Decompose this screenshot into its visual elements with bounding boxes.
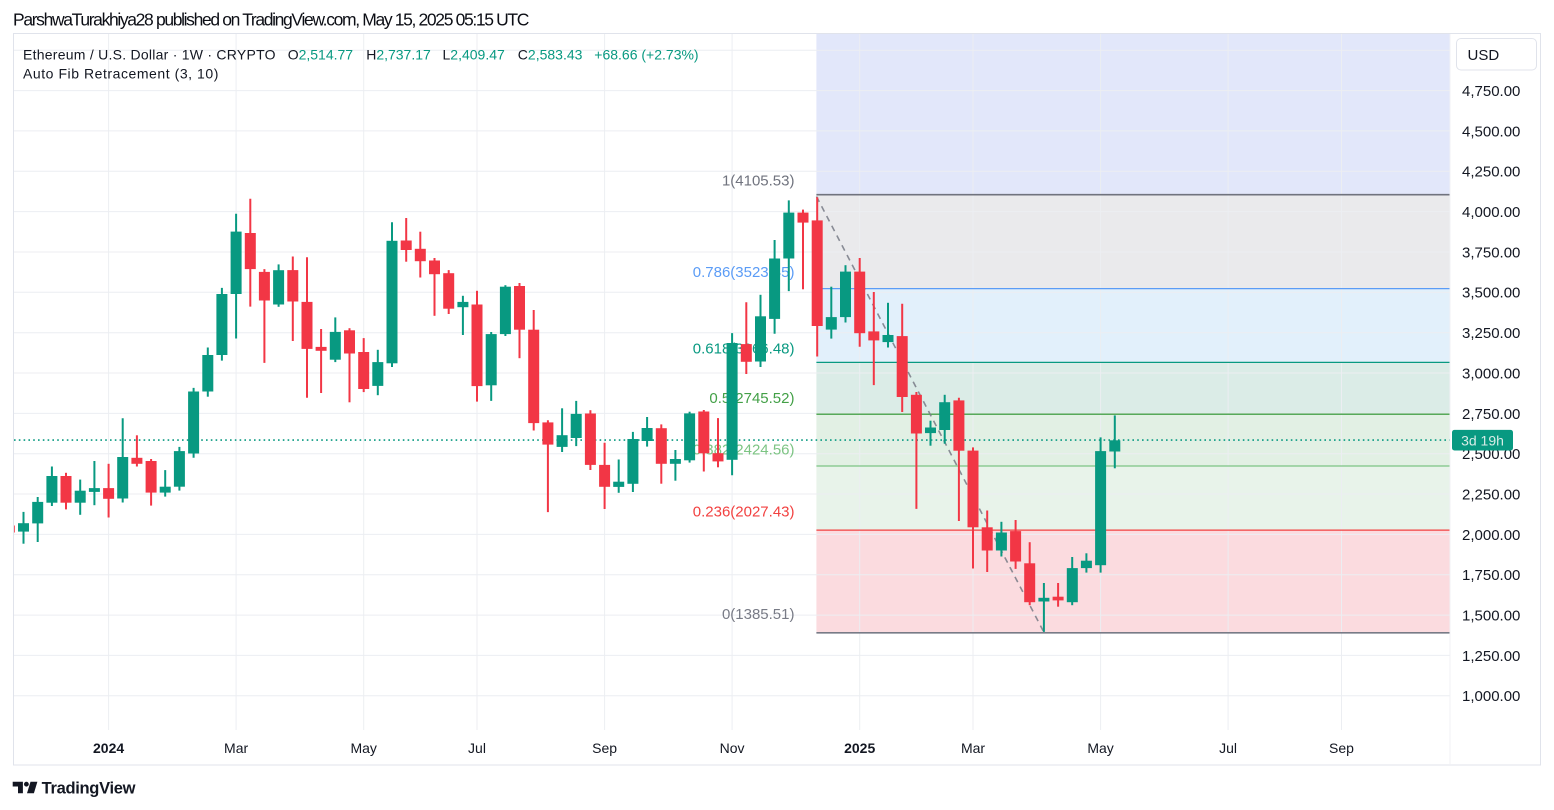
svg-text:O2,514.77: O2,514.77 — [288, 47, 354, 63]
svg-text:3d 19h: 3d 19h — [1461, 432, 1504, 448]
svg-text:L2,409.47: L2,409.47 — [443, 47, 506, 63]
svg-text:1(4105.53): 1(4105.53) — [722, 173, 795, 190]
svg-text:Jul: Jul — [1219, 740, 1237, 756]
svg-text:TradingView: TradingView — [42, 779, 136, 797]
svg-text:2,250.00: 2,250.00 — [1462, 486, 1520, 503]
svg-text:May: May — [350, 740, 376, 756]
svg-text:2,750.00: 2,750.00 — [1462, 406, 1520, 423]
svg-text:3,750.00: 3,750.00 — [1462, 244, 1520, 261]
svg-text:Mar: Mar — [224, 740, 248, 756]
svg-text:1,500.00: 1,500.00 — [1462, 608, 1520, 625]
svg-text:2,000.00: 2,000.00 — [1462, 527, 1520, 544]
svg-text:1,000.00: 1,000.00 — [1462, 688, 1520, 705]
svg-text:3,250.00: 3,250.00 — [1462, 325, 1520, 342]
svg-text:Ethereum / U.S. Dollar · 1W ·: Ethereum / U.S. Dollar · 1W · CRYPTO — [23, 47, 276, 63]
svg-text:USD: USD — [1468, 47, 1500, 64]
svg-text:4,750.00: 4,750.00 — [1462, 83, 1520, 100]
svg-text:0(1385.51): 0(1385.51) — [722, 606, 795, 623]
svg-text:Jul: Jul — [468, 740, 486, 756]
svg-text:3,000.00: 3,000.00 — [1462, 365, 1520, 382]
svg-text:Sep: Sep — [592, 740, 617, 756]
svg-text:0.236(2027.43): 0.236(2027.43) — [693, 504, 795, 521]
svg-text:Auto Fib Retracement (3, 10): Auto Fib Retracement (3, 10) — [23, 66, 219, 82]
svg-text:2025: 2025 — [844, 740, 875, 756]
svg-text:Nov: Nov — [720, 740, 745, 756]
svg-text:3,500.00: 3,500.00 — [1462, 285, 1520, 302]
svg-text:C2,583.43: C2,583.43 — [518, 47, 583, 63]
svg-text:4,500.00: 4,500.00 — [1462, 123, 1520, 140]
svg-text:H2,737.17: H2,737.17 — [366, 47, 431, 63]
svg-text:+68.66 (+2.73%): +68.66 (+2.73%) — [594, 47, 698, 63]
svg-text:ParshwaTurakhiya28 published o: ParshwaTurakhiya28 published on TradingV… — [13, 10, 529, 30]
svg-text:0.5(2745.52): 0.5(2745.52) — [709, 390, 794, 407]
svg-text:4,000.00: 4,000.00 — [1462, 204, 1520, 221]
svg-text:Mar: Mar — [961, 740, 985, 756]
svg-text:0.786(3523.45): 0.786(3523.45) — [693, 264, 795, 281]
svg-text:4,250.00: 4,250.00 — [1462, 164, 1520, 181]
svg-text:May: May — [1087, 740, 1113, 756]
svg-text:1,250.00: 1,250.00 — [1462, 648, 1520, 665]
svg-text:Sep: Sep — [1329, 740, 1354, 756]
svg-text:2024: 2024 — [93, 740, 124, 756]
svg-text:1,750.00: 1,750.00 — [1462, 567, 1520, 584]
